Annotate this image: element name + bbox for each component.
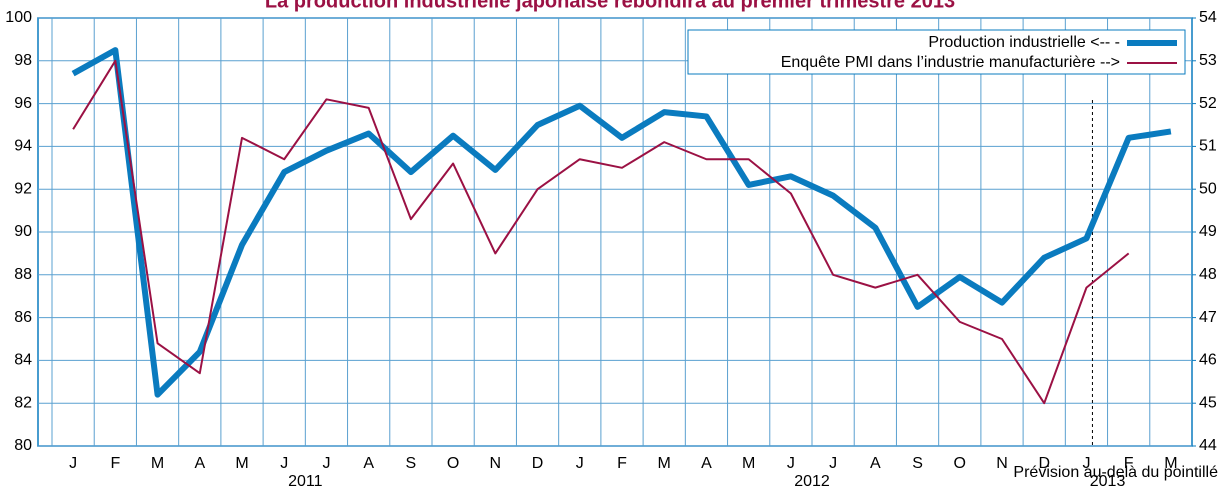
x-tick-label: M	[235, 455, 248, 472]
x-tick-label: A	[870, 455, 881, 472]
y2-tick-label: 50	[1199, 180, 1217, 197]
y-tick-label: 92	[14, 180, 32, 197]
x-tick-label: N	[996, 455, 1008, 472]
series-line	[71, 47, 1172, 398]
y-tick-label: 100	[5, 9, 32, 26]
x-tick-label: S	[406, 455, 417, 472]
x-group-label: 2013	[1090, 473, 1126, 486]
y-tick-label: 88	[14, 266, 32, 283]
y-tick-label: 86	[14, 309, 32, 326]
x-tick-label: M	[151, 455, 164, 472]
y-tick-label: 94	[14, 138, 32, 155]
y2-tick-label: 52	[1199, 95, 1217, 112]
legend-label: Enquête PMI dans l’industrie manufacturi…	[781, 54, 1120, 71]
x-tick-label: O	[954, 455, 966, 472]
y2-tick-label: 54	[1199, 9, 1217, 26]
y-tick-label: 90	[14, 223, 32, 240]
legend-box	[687, 29, 1186, 75]
x-tick-label: J	[1082, 455, 1090, 472]
x-tick-label: J	[829, 455, 837, 472]
y-tick-label: 96	[14, 95, 32, 112]
x-tick-label: M	[658, 455, 671, 472]
y2-tick-label: 48	[1199, 266, 1217, 283]
chart-title: La production industrielle japonaise reb…	[265, 0, 955, 12]
x-tick-label: N	[490, 455, 502, 472]
x-tick-label: A	[194, 455, 205, 472]
y2-tick-label: 47	[1199, 309, 1217, 326]
x-tick-label: J	[69, 455, 77, 472]
y2-tick-label: 49	[1199, 223, 1217, 240]
x-tick-label: J	[576, 455, 584, 472]
y-tick-label: 82	[14, 394, 32, 411]
y-tick-label: 84	[14, 352, 32, 369]
x-tick-label: M	[742, 455, 755, 472]
y2-tick-label: 51	[1199, 138, 1217, 155]
x-tick-label: F	[110, 455, 120, 472]
annotation: Prévision au-delà du pointillé	[1013, 464, 1218, 481]
y2-tick-label: 46	[1199, 352, 1217, 369]
x-tick-label: A	[363, 455, 374, 472]
x-tick-label: O	[447, 455, 459, 472]
y2-tick-label: 53	[1199, 52, 1217, 69]
y2-tick-label: 45	[1199, 394, 1217, 411]
x-tick-label: S	[912, 455, 923, 472]
y2-tick-label: 44	[1199, 437, 1217, 454]
x-tick-label: A	[701, 455, 712, 472]
x-tick-label: F	[617, 455, 627, 472]
x-tick-label: D	[532, 455, 544, 472]
x-tick-label: J	[322, 455, 330, 472]
x-tick-label: J	[787, 455, 795, 472]
y-tick-label: 98	[14, 52, 32, 69]
x-tick-label: D	[1038, 455, 1050, 472]
x-tick-label: F	[1124, 455, 1134, 472]
x-group-label: 2012	[794, 473, 830, 486]
legend-label: Production industrielle <-- -	[928, 34, 1120, 51]
y-tick-label: 80	[14, 437, 32, 454]
x-tick-label: M	[1164, 455, 1177, 472]
x-tick-label: J	[280, 455, 288, 472]
series-line	[72, 59, 1130, 405]
x-group-label: 2011	[288, 473, 323, 486]
